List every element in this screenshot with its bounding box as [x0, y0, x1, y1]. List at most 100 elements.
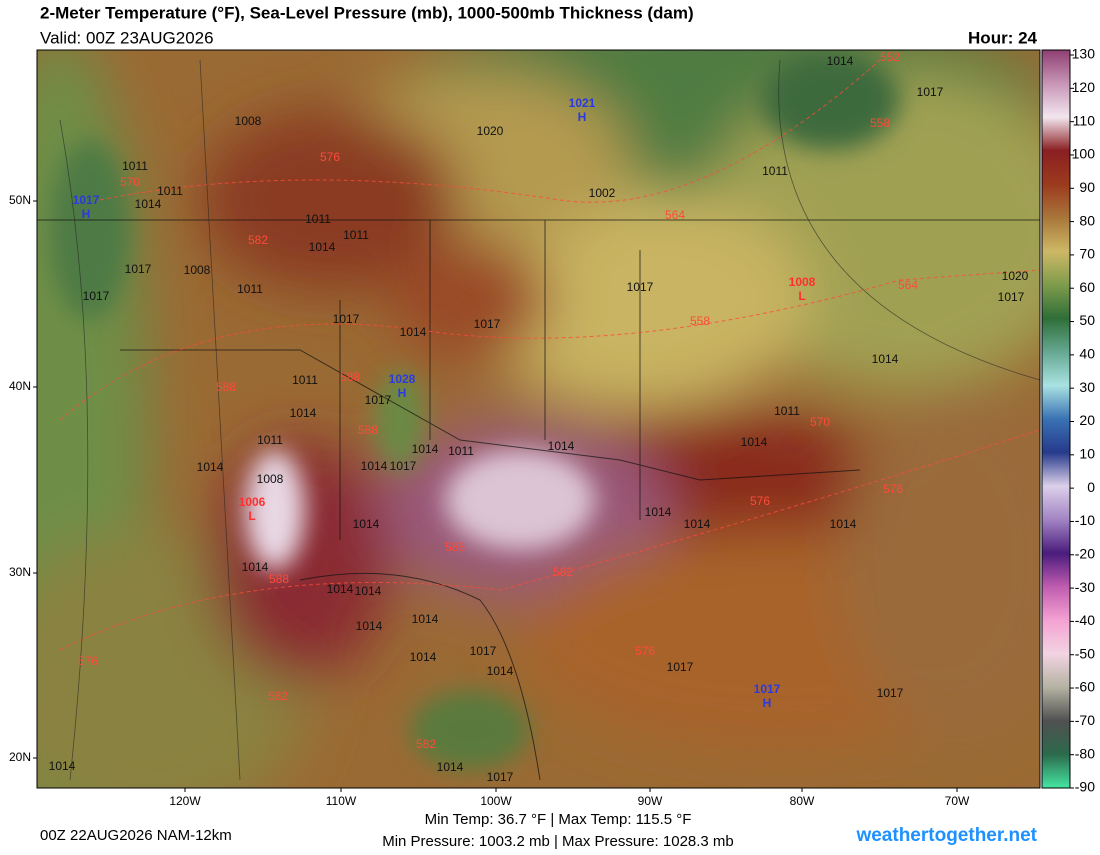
isobar-label: 1017 [83, 289, 110, 303]
high-symbol: H [82, 207, 91, 221]
isobar-label: 1002 [589, 186, 616, 200]
colorbar-tick-label: -60 [1075, 679, 1095, 695]
isobar-label: 1014 [487, 664, 514, 678]
isobar-label: 1017 [627, 280, 654, 294]
isobar-label: 1017 [390, 459, 417, 473]
map-frame [36, 49, 1041, 789]
low-pressure-value: 1006 [239, 495, 266, 509]
isobar-label: 1008 [184, 263, 211, 277]
isobar-label: 1011 [343, 228, 369, 242]
thickness-label: 576 [750, 494, 770, 508]
colorbar-tick-label: -10 [1075, 512, 1095, 528]
isobar-label: 1011 [762, 164, 788, 178]
isobar-label: 1014 [356, 619, 383, 633]
isobar-label: 1017 [487, 770, 514, 784]
isobar-label: 1014 [353, 517, 380, 531]
isobar-label: 1014 [437, 760, 464, 774]
isobar-label: 1017 [365, 393, 392, 407]
isobar-label: 1014 [400, 325, 427, 339]
colorbar-tick-label: -90 [1075, 779, 1095, 795]
thickness-label: 558 [690, 314, 710, 328]
colorbar-tick-label: 40 [1079, 346, 1095, 362]
thickness-label: 576 [883, 482, 903, 496]
isobar-label: 1011 [448, 444, 474, 458]
isobar-label: 1014 [197, 460, 224, 474]
isobar-label: 1014 [327, 582, 354, 596]
colorbar-tick-label: 10 [1079, 446, 1095, 462]
site-credit: weathertogether.net [855, 825, 1037, 846]
isobar-label: 1017 [125, 262, 152, 276]
isobar-label: 1014 [242, 560, 269, 574]
isobar-label: 1014 [645, 505, 672, 519]
colorbar-tick-label: 90 [1079, 179, 1095, 195]
thickness-label: 588 [358, 423, 378, 437]
isobar-label: 1017 [998, 290, 1025, 304]
isobar-label: 1014 [410, 650, 437, 664]
colorbar-tick-label: -30 [1075, 579, 1095, 595]
lon-label: 110W [326, 794, 357, 808]
thickness-label: 564 [665, 208, 685, 222]
lon-label: 70W [945, 794, 970, 808]
lon-label: 90W [638, 794, 663, 808]
isobar-label: 1011 [257, 433, 283, 447]
thickness-label: 576 [78, 654, 98, 668]
lat-label: 50N [9, 193, 31, 207]
isobar-label: 1017 [333, 312, 360, 326]
thickness-label: 582 [416, 737, 436, 751]
thickness-label: 576 [635, 644, 655, 658]
isobar-label: 1014 [872, 352, 899, 366]
isobar-label: 1014 [309, 240, 336, 254]
isobar-label: 1011 [305, 212, 331, 226]
isobar-label: 1014 [135, 197, 162, 211]
isobar-label: 1017 [877, 686, 904, 700]
colorbar-tick-label: -40 [1075, 612, 1095, 628]
lon-label: 120W [169, 794, 201, 808]
thickness-label: 588 [269, 572, 289, 586]
lat-label: 30N [9, 565, 31, 579]
isobar-label: 1014 [355, 584, 382, 598]
thickness-label: 576 [320, 150, 340, 164]
high-pressure-value: 1017 [754, 682, 781, 696]
isobar-label: 1017 [470, 644, 497, 658]
temp-range: Min Temp: 36.7 °F | Max Temp: 115.5 °F [425, 811, 692, 828]
isobar-label: 1017 [667, 660, 694, 674]
isobar-label: 1014 [412, 442, 439, 456]
colorbar-tick-label: 60 [1079, 279, 1095, 295]
isobar-label: 1011 [292, 373, 318, 387]
isobar-label: 1011 [122, 159, 148, 173]
isobar-label: 1020 [477, 124, 504, 138]
isobar-label: 1011 [774, 404, 800, 418]
colorbar-tick-label: 100 [1072, 146, 1096, 162]
colorbar-tick-label: 70 [1079, 246, 1095, 262]
isobar-label: 1014 [412, 612, 439, 626]
colorbar-tick-label: 50 [1079, 312, 1095, 328]
colorbar-tick-label: -70 [1075, 712, 1095, 728]
thickness-label: 582 [268, 689, 288, 703]
isobar-label: 1014 [548, 439, 575, 453]
colorbar-tick-label: 130 [1072, 46, 1096, 62]
isobar-label: 1011 [157, 184, 183, 198]
isobar-label: 1014 [49, 759, 76, 773]
high-pressure-value: 1028 [389, 372, 416, 386]
colorbar-tick-label: 110 [1073, 112, 1096, 128]
model-run: 00Z 22AUG2026 NAM-12km [40, 827, 232, 844]
isobar-label: 1017 [917, 85, 944, 99]
high-symbol: H [398, 386, 407, 400]
lat-label: 40N [9, 379, 31, 393]
isobar-label: 1014 [827, 54, 854, 68]
high-pressure-value: 1021 [569, 96, 596, 110]
isobar-label: 1014 [741, 435, 768, 449]
colorbar [1041, 49, 1071, 789]
pressure-range: Min Pressure: 1003.2 mb | Max Pressure: … [382, 833, 734, 850]
valid-time: Valid: 00Z 23AUG2026 [40, 28, 214, 47]
colorbar-tick-label: 30 [1079, 379, 1095, 395]
forecast-hour: Hour: 24 [968, 28, 1038, 47]
lon-label: 100W [480, 794, 512, 808]
lat-label: 20N [9, 750, 31, 764]
thickness-label: 588 [445, 540, 465, 554]
lon-label: 80W [790, 794, 815, 808]
low-pressure-value: 1008 [789, 275, 816, 289]
colorbar-tick-label: 20 [1079, 412, 1095, 428]
colorbar-tick-label: 0 [1087, 479, 1095, 495]
